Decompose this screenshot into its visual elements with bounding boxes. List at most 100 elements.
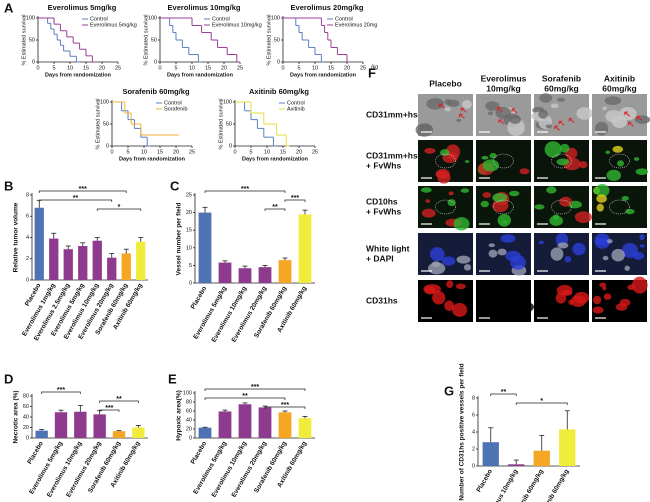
panel-letter: A bbox=[4, 0, 14, 15]
micrograph-feature bbox=[550, 247, 564, 261]
chart-title: Everolimus 20mg/kg bbox=[291, 3, 364, 12]
micrograph-feature bbox=[605, 150, 611, 154]
arrow bbox=[628, 121, 634, 127]
micrograph bbox=[534, 186, 592, 228]
significance-bracket bbox=[41, 391, 81, 394]
micrograph-feature bbox=[568, 299, 574, 305]
x-tick-label: Placebo bbox=[26, 440, 45, 465]
legend-label: Everolimus 5mg/kg bbox=[90, 22, 137, 28]
row-label: + FvWhs bbox=[366, 160, 401, 170]
micrograph bbox=[592, 276, 648, 322]
micrograph-feature bbox=[509, 115, 522, 124]
row-label: CD10hs bbox=[366, 196, 398, 206]
legend-label: Everolimus 20mg bbox=[335, 22, 378, 28]
significance-label: ** bbox=[272, 204, 278, 211]
micrograph-background bbox=[418, 233, 473, 275]
micrograph-feature bbox=[480, 200, 489, 208]
micrograph-feature bbox=[420, 187, 432, 193]
micrograph-feature bbox=[424, 147, 436, 154]
arrow bbox=[558, 120, 565, 126]
legend-entry: Everolimus 10mg/kg bbox=[204, 22, 262, 28]
micrograph-feature bbox=[489, 309, 502, 318]
micrograph-feature bbox=[624, 265, 630, 271]
x-tick-label: Placebo bbox=[190, 440, 209, 465]
bar bbox=[93, 414, 106, 438]
column-header: 60mg/kg bbox=[602, 83, 637, 93]
micrograph-feature bbox=[509, 190, 520, 197]
micrograph-feature bbox=[495, 106, 512, 119]
micrograph-feature bbox=[481, 155, 489, 160]
micrograph-feature bbox=[606, 239, 613, 244]
x-tick-label: 20 bbox=[99, 65, 105, 71]
y-tick-label: 4 bbox=[472, 429, 475, 435]
outline bbox=[493, 199, 514, 215]
column-header: 60mg/kg bbox=[544, 83, 579, 93]
legend-label: Sorafenib bbox=[164, 106, 188, 112]
micrograph-background bbox=[476, 140, 531, 182]
micrograph-feature bbox=[639, 244, 645, 248]
bar bbox=[258, 407, 272, 438]
micrograph-feature bbox=[612, 145, 624, 153]
bar bbox=[35, 430, 48, 438]
y-tick-label: 0 bbox=[106, 143, 109, 149]
x-tick-label: 10 bbox=[312, 65, 318, 71]
legend-label: Everolimus 10mg/kg bbox=[212, 22, 262, 28]
y-tick-label: 20 bbox=[186, 210, 192, 216]
y-tick-label: 20 bbox=[186, 426, 192, 432]
micrograph bbox=[418, 186, 473, 231]
y-axis-label: % Estimated survival bbox=[266, 14, 272, 65]
y-axis-label: Hypoxic area(%) bbox=[176, 390, 183, 441]
x-axis-label: Days from randomization bbox=[242, 156, 309, 162]
arrow bbox=[459, 113, 465, 119]
y-tick-label: 0 bbox=[26, 435, 29, 441]
micrograph-feature bbox=[639, 234, 645, 241]
micrograph-feature bbox=[604, 96, 622, 106]
row-label: CD31hs bbox=[366, 295, 398, 305]
micrograph-feature bbox=[593, 295, 602, 305]
micrograph-feature bbox=[627, 284, 636, 291]
y-tick-label: 8 bbox=[26, 192, 29, 198]
legend-entry: Control bbox=[82, 16, 108, 22]
y-axis-label: % Estimated survival bbox=[95, 98, 101, 149]
y-axis-label: % Estimated survival bbox=[21, 14, 27, 65]
x-tick-label: 0 bbox=[110, 149, 113, 155]
micrograph bbox=[415, 94, 473, 137]
column-header: Everolimus bbox=[481, 73, 527, 83]
micrograph-feature bbox=[573, 291, 590, 304]
bar bbox=[34, 207, 44, 280]
legend-label: Axitinib bbox=[287, 106, 305, 112]
y-tick-label: 6 bbox=[472, 412, 475, 418]
chart-title: Sorafenib 60mg/kg bbox=[122, 87, 190, 96]
micrograph bbox=[534, 140, 589, 182]
x-tick-label: 0 bbox=[281, 65, 284, 71]
x-tick-label: 15 bbox=[328, 65, 334, 71]
micrograph-feature bbox=[595, 237, 612, 246]
micrograph-feature bbox=[460, 188, 470, 193]
arrow bbox=[554, 125, 561, 131]
micrograph bbox=[476, 140, 531, 182]
outline bbox=[609, 153, 630, 169]
micrograph-feature bbox=[576, 107, 593, 120]
y-tick-label: 100 bbox=[183, 390, 192, 396]
micrograph-feature bbox=[538, 240, 544, 245]
micrograph bbox=[592, 183, 647, 228]
micrograph-feature bbox=[534, 204, 545, 210]
micrograph-feature bbox=[557, 97, 566, 102]
micrograph-feature bbox=[429, 247, 445, 262]
bar bbox=[92, 240, 102, 280]
micrograph-feature bbox=[593, 187, 601, 194]
legend-label: Control bbox=[335, 16, 353, 22]
micrograph bbox=[418, 280, 473, 322]
x-tick-label: 10 bbox=[67, 65, 73, 71]
row-label: CD31mm+hs bbox=[366, 109, 418, 119]
x-tick-label: 0 bbox=[233, 149, 236, 155]
micrograph-feature bbox=[446, 280, 454, 288]
bar bbox=[78, 246, 88, 280]
significance-label: ** bbox=[242, 393, 248, 400]
y-tick-label: 50 bbox=[29, 37, 35, 43]
significance-bracket bbox=[99, 400, 139, 403]
micrograph bbox=[531, 93, 593, 136]
micrograph-feature bbox=[596, 194, 607, 203]
arrow bbox=[568, 118, 575, 124]
outline bbox=[435, 153, 456, 169]
